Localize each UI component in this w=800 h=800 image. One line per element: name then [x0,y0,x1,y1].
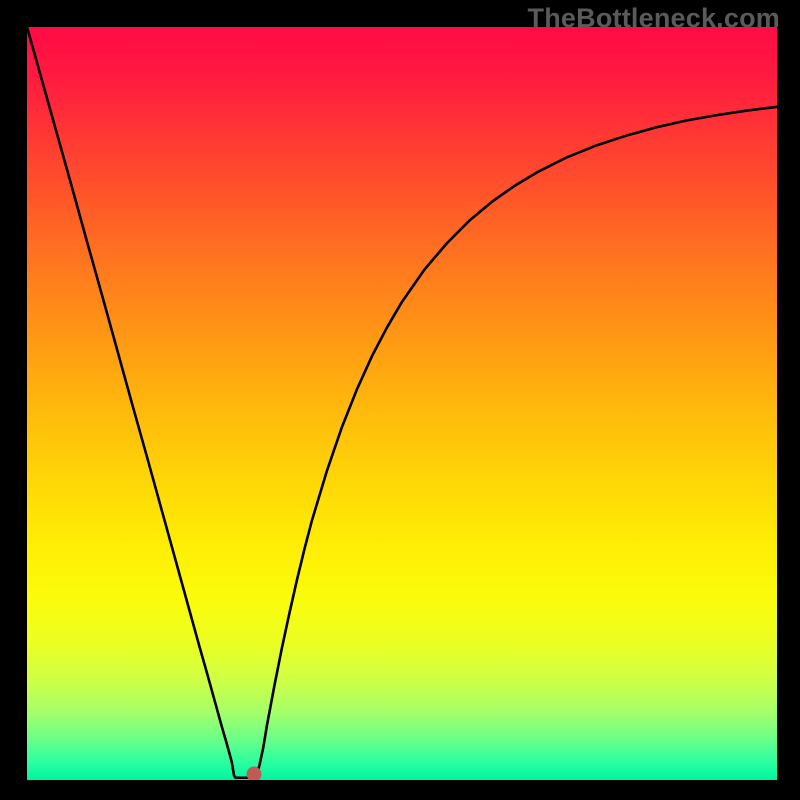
optimum-marker [246,766,261,780]
plot-area [27,27,777,780]
bottleneck-curve [27,27,777,780]
chart-stage: TheBottleneck.com [0,0,800,800]
curve-path [27,27,777,778]
